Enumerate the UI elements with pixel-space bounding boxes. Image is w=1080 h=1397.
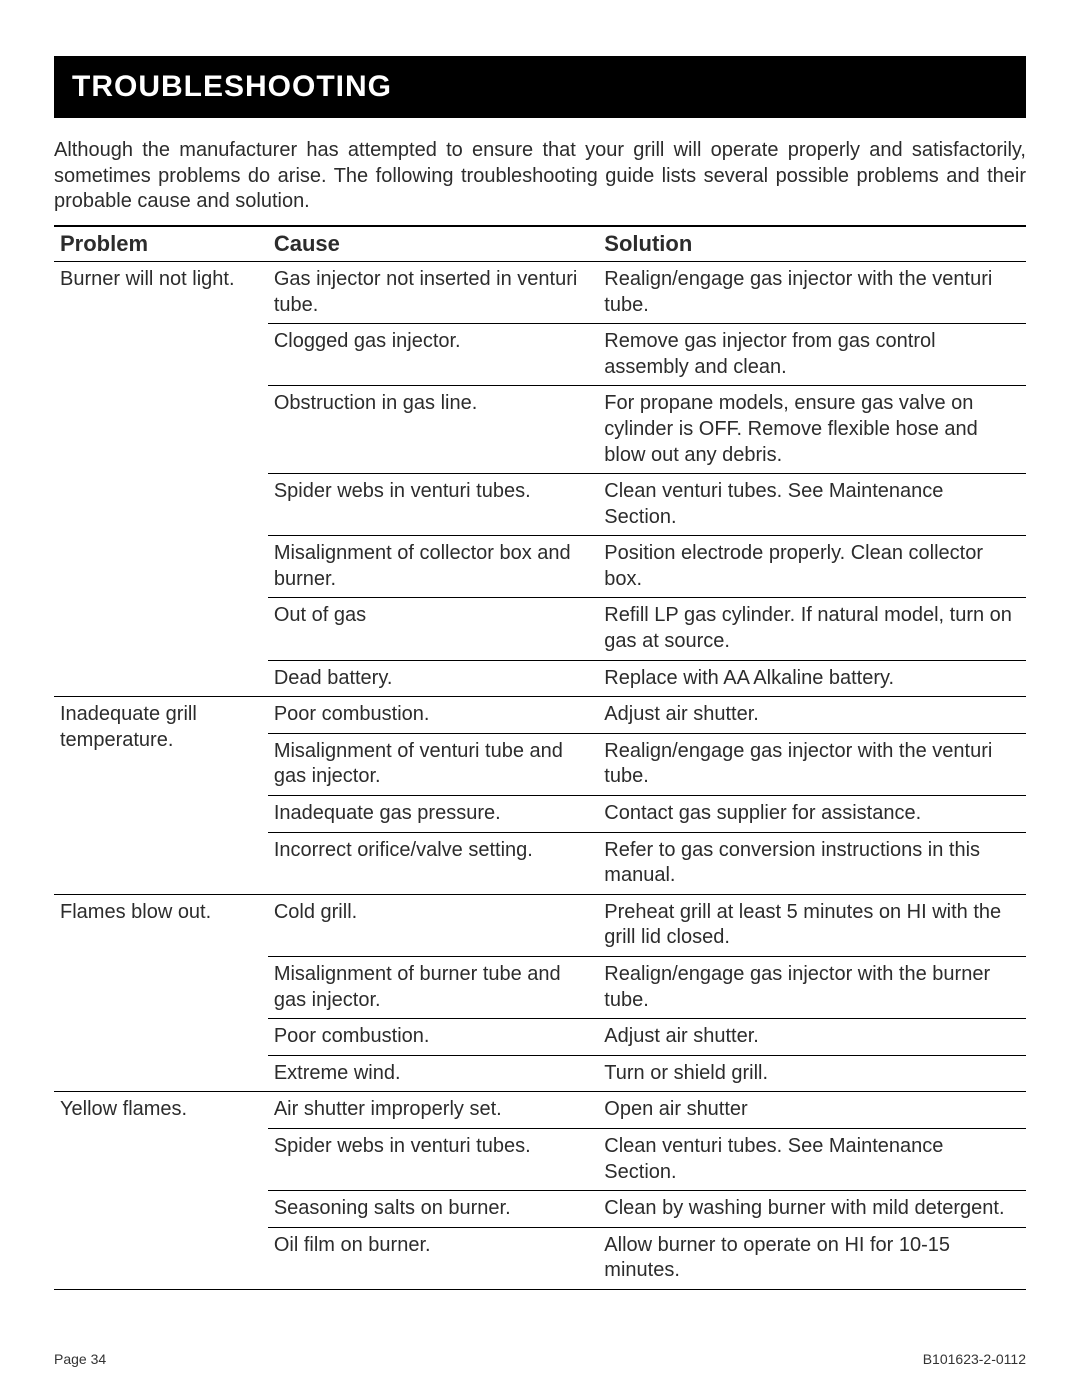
footer-page-number: Page 34 xyxy=(54,1351,106,1367)
solution-cell: Remove gas injector from gas control ass… xyxy=(598,324,1026,386)
cause-cell: Poor combustion. xyxy=(268,1019,598,1056)
cause-cell: Extreme wind. xyxy=(268,1055,598,1092)
solution-cell: Replace with AA Alkaline battery. xyxy=(598,660,1026,697)
solution-cell: Clean venturi tubes. See Maintenance Sec… xyxy=(598,474,1026,536)
solution-cell: Preheat grill at least 5 minutes on HI w… xyxy=(598,894,1026,956)
cause-cell: Poor combustion. xyxy=(268,697,598,734)
intro-paragraph: Although the manufacturer has attempted … xyxy=(54,138,1026,215)
table-row: Burner will not light.Gas injector not i… xyxy=(54,261,1026,323)
cause-cell: Oil film on burner. xyxy=(268,1227,598,1289)
solution-cell: For propane models, ensure gas valve on … xyxy=(598,386,1026,474)
page-footer: Page 34 B101623-2-0112 xyxy=(54,1351,1026,1367)
problem-cell: Inadequate grill temperature. xyxy=(54,697,268,895)
solution-cell: Adjust air shutter. xyxy=(598,1019,1026,1056)
cause-cell: Air shutter improperly set. xyxy=(268,1092,598,1129)
cause-cell: Inadequate gas pressure. xyxy=(268,796,598,833)
cause-cell: Obstruction in gas line. xyxy=(268,386,598,474)
troubleshooting-table: Problem Cause Solution Burner will not l… xyxy=(54,225,1026,1290)
cause-cell: Clogged gas injector. xyxy=(268,324,598,386)
cause-cell: Misalignment of venturi tube and gas inj… xyxy=(268,733,598,795)
cause-cell: Spider webs in venturi tubes. xyxy=(268,1128,598,1190)
solution-cell: Open air shutter xyxy=(598,1092,1026,1129)
cause-cell: Incorrect orifice/valve setting. xyxy=(268,832,598,894)
page: TROUBLESHOOTING Although the manufacture… xyxy=(0,0,1080,1397)
solution-cell: Allow burner to operate on HI for 10-15 … xyxy=(598,1227,1026,1289)
problem-cell: Burner will not light. xyxy=(54,261,268,696)
solution-cell: Contact gas supplier for assistance. xyxy=(598,796,1026,833)
section-header: TROUBLESHOOTING xyxy=(54,56,1026,118)
cause-cell: Cold grill. xyxy=(268,894,598,956)
solution-cell: Realign/engage gas injector with the ven… xyxy=(598,733,1026,795)
solution-cell: Realign/engage gas injector with the bur… xyxy=(598,957,1026,1019)
solution-cell: Clean by washing burner with mild deterg… xyxy=(598,1191,1026,1228)
table-row: Yellow flames.Air shutter improperly set… xyxy=(54,1092,1026,1129)
cause-cell: Seasoning salts on burner. xyxy=(268,1191,598,1228)
problem-cell: Flames blow out. xyxy=(54,894,268,1092)
table-header-row: Problem Cause Solution xyxy=(54,226,1026,262)
solution-cell: Refill LP gas cylinder. If natural model… xyxy=(598,598,1026,660)
cause-cell: Spider webs in venturi tubes. xyxy=(268,474,598,536)
col-header-problem: Problem xyxy=(54,226,268,262)
solution-cell: Position electrode properly. Clean colle… xyxy=(598,536,1026,598)
solution-cell: Clean venturi tubes. See Maintenance Sec… xyxy=(598,1128,1026,1190)
footer-doc-code: B101623-2-0112 xyxy=(923,1351,1026,1367)
cause-cell: Misalignment of collector box and burner… xyxy=(268,536,598,598)
cause-cell: Dead battery. xyxy=(268,660,598,697)
cause-cell: Out of gas xyxy=(268,598,598,660)
solution-cell: Refer to gas conversion instructions in … xyxy=(598,832,1026,894)
table-row: Flames blow out.Cold grill.Preheat grill… xyxy=(54,894,1026,956)
solution-cell: Adjust air shutter. xyxy=(598,697,1026,734)
col-header-cause: Cause xyxy=(268,226,598,262)
solution-cell: Turn or shield grill. xyxy=(598,1055,1026,1092)
cause-cell: Gas injector not inserted in venturi tub… xyxy=(268,261,598,323)
problem-cell: Yellow flames. xyxy=(54,1092,268,1290)
table-row: Inadequate grill temperature.Poor combus… xyxy=(54,697,1026,734)
cause-cell: Misalignment of burner tube and gas inje… xyxy=(268,957,598,1019)
col-header-solution: Solution xyxy=(598,226,1026,262)
solution-cell: Realign/engage gas injector with the ven… xyxy=(598,261,1026,323)
